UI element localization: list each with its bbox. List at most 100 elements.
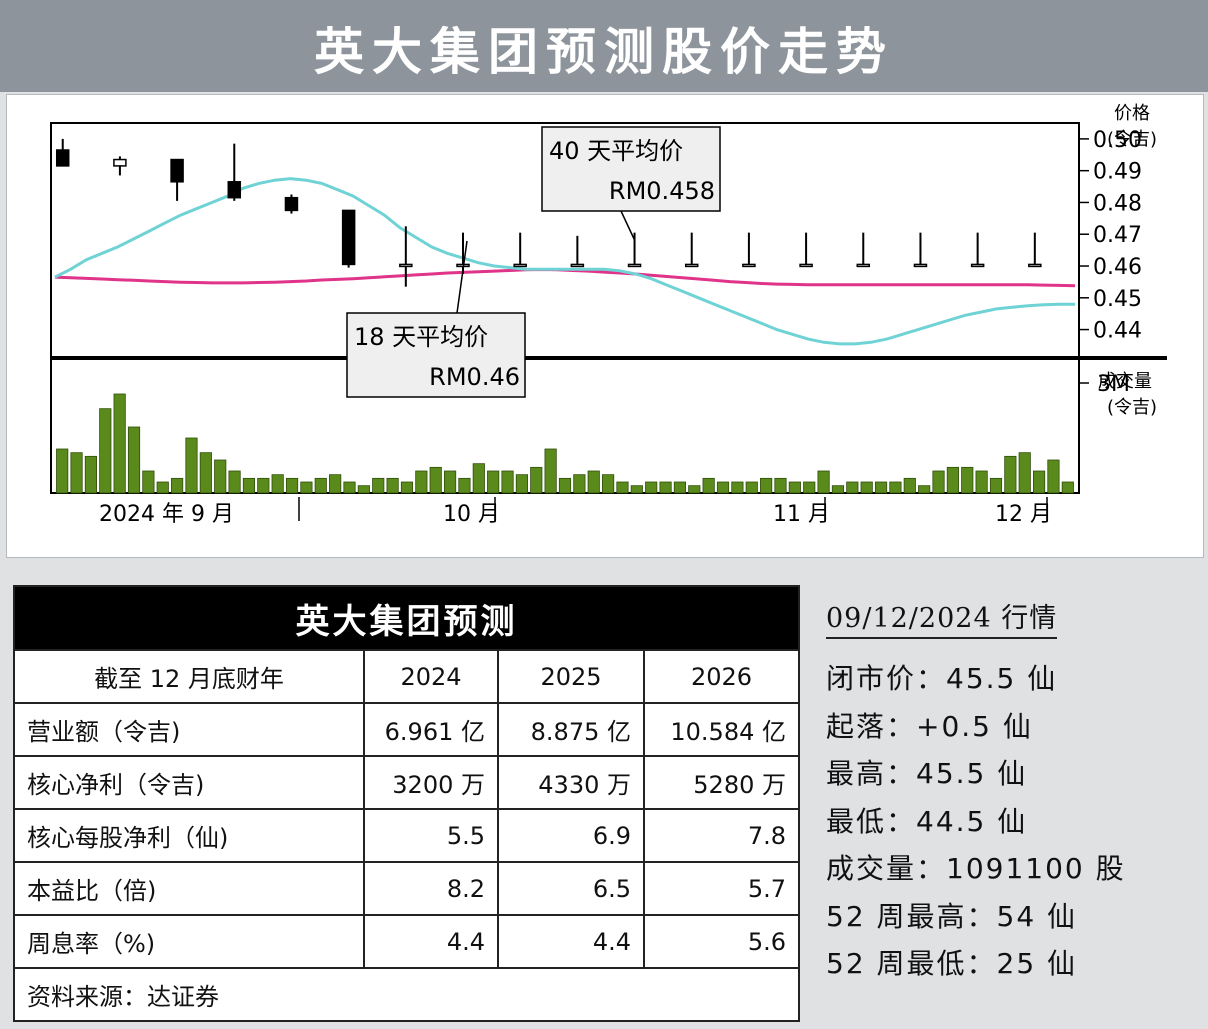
volume-bar bbox=[357, 485, 370, 494]
table-cell: 3200 万 bbox=[363, 755, 499, 810]
month-label: 10 月 bbox=[443, 502, 500, 527]
table-source-row: 资料来源：达证券 bbox=[13, 967, 800, 1022]
ma18-label-value: RM0.46 bbox=[429, 363, 520, 391]
candle-body bbox=[970, 263, 985, 268]
table-cell: 5.5 bbox=[363, 808, 499, 863]
candle-body bbox=[113, 158, 127, 167]
volume-bar bbox=[673, 481, 687, 494]
candle-body bbox=[227, 181, 242, 199]
volume-bar bbox=[343, 481, 356, 494]
volume-bar bbox=[386, 477, 399, 494]
candle-body bbox=[170, 158, 184, 183]
volume-bar bbox=[975, 470, 988, 494]
volume-axis-unit: (令吉) bbox=[1107, 397, 1157, 418]
volume-bar bbox=[271, 474, 284, 494]
volume-bar bbox=[702, 477, 715, 494]
volume-bar bbox=[171, 477, 184, 494]
price-tick-label: 0.44 bbox=[1093, 319, 1142, 344]
table-cell: 4.4 bbox=[363, 914, 499, 969]
volume-bar bbox=[300, 481, 313, 494]
volume-bar bbox=[788, 481, 801, 494]
volume-bar bbox=[688, 485, 701, 494]
table-cell: 4.4 bbox=[497, 914, 645, 969]
table-cell: 8.2 bbox=[363, 861, 499, 916]
volume-bar bbox=[731, 481, 744, 494]
volume-bar bbox=[1061, 481, 1074, 494]
volume-bar bbox=[932, 470, 945, 494]
volume-bar bbox=[285, 477, 299, 494]
volume-bar bbox=[501, 470, 514, 494]
source-note: 资料来源：达证券 bbox=[13, 967, 800, 1022]
volume-bar bbox=[458, 477, 471, 494]
ma40-label-box bbox=[541, 126, 721, 212]
volume-bar bbox=[443, 470, 457, 494]
candle-body bbox=[284, 196, 299, 212]
ma18-label-box bbox=[346, 312, 526, 398]
candle-body bbox=[341, 209, 356, 266]
page-title: 英大集团预测股价走势 bbox=[314, 23, 894, 81]
volume-bar bbox=[874, 481, 888, 494]
volume-bar bbox=[831, 485, 845, 494]
forecast-table-caption: 英大集团预测 bbox=[13, 585, 800, 651]
table-header-row: 截至 12 月底财年 2024 2025 2026 bbox=[13, 649, 800, 704]
table-row-label: 周息率（%) bbox=[13, 914, 365, 969]
forecast-table: 英大集团预测 截至 12 月底财年 2024 2025 2026 营业额（令吉)… bbox=[13, 585, 800, 1022]
volume-bar bbox=[185, 437, 198, 494]
volume-bar bbox=[113, 393, 126, 494]
volume-bar bbox=[372, 477, 385, 494]
volume-bar bbox=[616, 481, 629, 494]
table-row: 营业额（令吉) 6.961 亿 8.875 亿 10.584 亿 bbox=[13, 702, 800, 757]
candle-body bbox=[742, 263, 756, 268]
table-cell: 7.8 bbox=[643, 808, 800, 863]
candle-body bbox=[627, 263, 642, 268]
market-high: 最高：45.5 仙 bbox=[826, 757, 1028, 790]
table-row: 本益比（倍) 8.2 6.5 5.7 bbox=[13, 861, 800, 916]
volume-bar bbox=[199, 452, 212, 494]
volume-bar bbox=[1047, 459, 1060, 494]
market-close: 闭市价：45.5 仙 bbox=[826, 662, 1058, 695]
table-cell: 6.9 bbox=[497, 808, 645, 863]
market-volume: 成交量：1091100 股 bbox=[826, 852, 1126, 885]
volume-bar bbox=[429, 466, 442, 494]
volume-bar bbox=[1018, 452, 1031, 494]
table-header-cell: 截至 12 月底财年 bbox=[13, 649, 365, 704]
table-cell: 6.5 bbox=[497, 861, 645, 916]
volume-bar bbox=[400, 481, 414, 494]
candle-body bbox=[1028, 263, 1042, 268]
market-date: 09/12/2024 行情 bbox=[826, 596, 1058, 639]
volume-bar bbox=[415, 470, 428, 494]
volume-bar bbox=[903, 477, 916, 494]
volume-bar bbox=[558, 477, 572, 494]
table-row: 周息率（%) 4.4 4.4 5.6 bbox=[13, 914, 800, 969]
volume-bar bbox=[946, 466, 959, 494]
volume-bar bbox=[774, 477, 787, 494]
volume-bar bbox=[860, 481, 873, 494]
table-cell: 10.584 亿 bbox=[643, 702, 800, 757]
volume-bar bbox=[1033, 470, 1046, 494]
volume-bar bbox=[989, 477, 1003, 494]
volume-bar bbox=[630, 485, 643, 494]
table-header-cell: 2026 bbox=[643, 649, 800, 704]
volume-bar bbox=[156, 481, 169, 494]
table-row-label: 核心每股净利（仙) bbox=[13, 808, 365, 863]
table-cell: 5280 万 bbox=[643, 755, 800, 810]
volume-bar bbox=[515, 474, 528, 494]
table-cell: 8.875 亿 bbox=[497, 702, 645, 757]
volume-bar bbox=[487, 470, 500, 494]
volume-bar bbox=[573, 474, 586, 494]
table-cell: 4330 万 bbox=[497, 755, 645, 810]
month-label: 2024 年 9 月 bbox=[99, 502, 234, 527]
volume-bar bbox=[242, 477, 256, 494]
table-row-label: 营业额（令吉) bbox=[13, 702, 365, 757]
market-low: 最低：44.5 仙 bbox=[826, 804, 1028, 838]
table-header-cell: 2024 bbox=[363, 649, 499, 704]
table-row-label: 本益比（倍) bbox=[13, 861, 365, 916]
volume-axis-title: 成交量 bbox=[1098, 371, 1152, 392]
volume-bar bbox=[602, 474, 615, 494]
volume-bar bbox=[645, 481, 658, 494]
volume-bar bbox=[1004, 455, 1017, 494]
volume-bar bbox=[70, 452, 83, 494]
table-header-cell: 2025 bbox=[497, 649, 645, 704]
candle-body bbox=[55, 149, 70, 167]
ma18-line bbox=[54, 177, 1075, 346]
